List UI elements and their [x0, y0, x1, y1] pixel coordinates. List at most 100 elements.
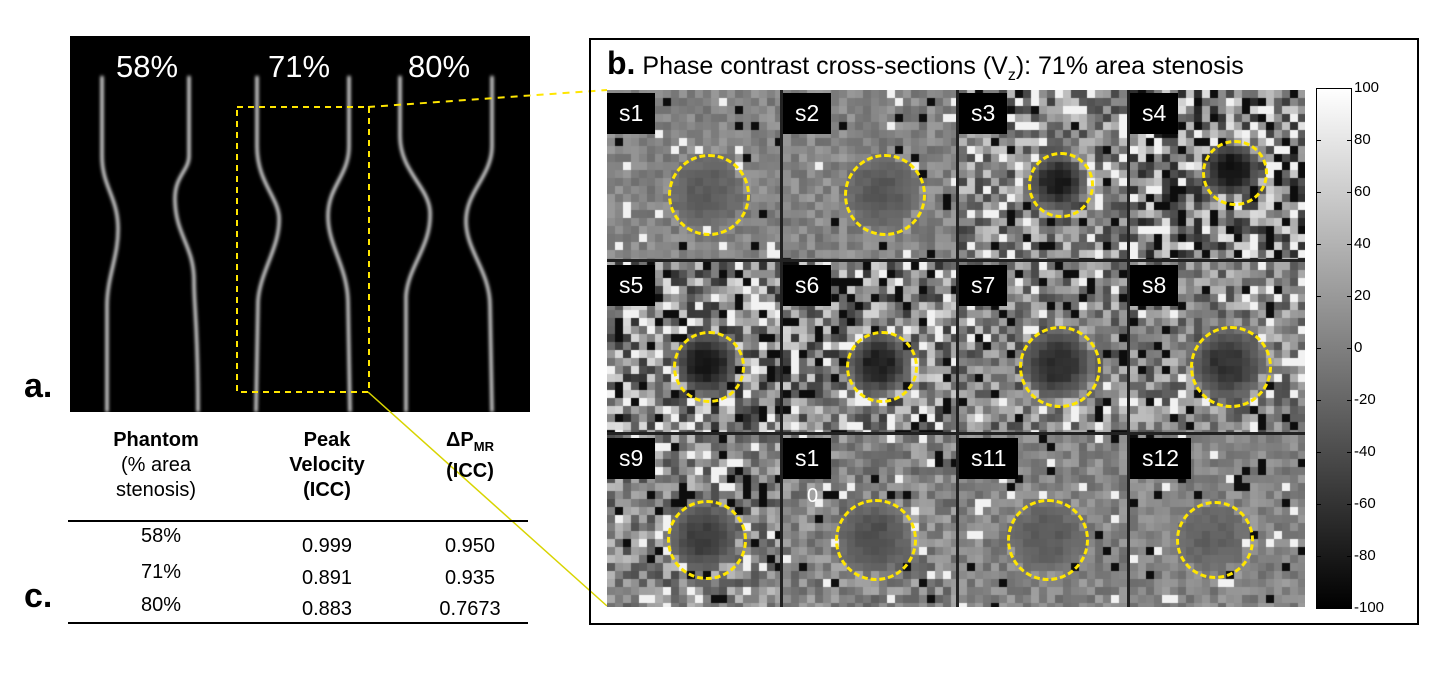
colorbar-tick: [1347, 296, 1352, 297]
panel-c-letter: c.: [24, 577, 53, 615]
cross-section-cell: s9: [607, 435, 780, 607]
colorbar-label: 0: [1354, 339, 1363, 356]
colorbar-tick: [1347, 140, 1352, 141]
slice-label: s12: [1130, 438, 1192, 479]
slice-label: s6: [783, 265, 832, 306]
roi-circle: [1176, 501, 1254, 579]
phantom-71-walls: [254, 76, 352, 412]
cell-phantom: 80%: [140, 594, 182, 616]
colorbar-tick: [1347, 608, 1352, 609]
roi-circle: [844, 154, 926, 236]
cross-section-grid: s1 s2 s3 s4 s5 s6 s7 s8 s9 s1 0 s11 s12: [607, 90, 1305, 607]
colorbar-tick: [1316, 452, 1321, 453]
cross-section-cell: s11: [959, 435, 1127, 607]
colorbar-label: -80: [1354, 547, 1376, 564]
cross-section-cell: s3: [959, 90, 1127, 259]
colorbar-tick: [1316, 296, 1321, 297]
roi-circle: [835, 499, 917, 581]
header-phantom: Phantom (% area stenosis): [113, 429, 199, 501]
roi-circle: [1007, 499, 1089, 581]
colorbar-tick: [1316, 348, 1321, 349]
panel-b-frame: [589, 38, 1419, 625]
phantom-80-walls: [398, 76, 494, 412]
colorbar-tick: [1316, 192, 1321, 193]
colorbar-tick: [1316, 556, 1321, 557]
colorbar-tick: [1316, 88, 1321, 89]
phantom-label-58: 58%: [116, 49, 179, 84]
cell-dp: 0.7673: [439, 598, 501, 620]
slice-label: s1: [607, 93, 656, 134]
roi-circle: [667, 500, 747, 580]
panel-b-title: b. Phase contrast cross-sections (Vz): 7…: [607, 45, 1244, 84]
cross-section-cell: s6: [783, 262, 956, 432]
slice-label: s1 0: [783, 438, 832, 507]
colorbar-tick: [1347, 244, 1352, 245]
colorbar-label: -20: [1354, 391, 1376, 408]
colorbar-tick: [1316, 140, 1321, 141]
cell-peak: 0.883: [301, 598, 353, 620]
cell-peak: 0.999: [301, 535, 353, 557]
cross-section-cell: s1 0: [783, 435, 956, 607]
roi-circle: [1019, 326, 1101, 408]
colorbar-label: 20: [1354, 287, 1371, 304]
selection-box: [236, 106, 370, 393]
cross-section-cell: s7: [959, 262, 1127, 432]
colorbar-tick: [1347, 504, 1352, 505]
header-delta-p-mr: ΔPMR (ICC): [446, 429, 494, 482]
panel-b-letter: b.: [607, 45, 636, 81]
phantom-vessels-drawing: [100, 76, 494, 412]
roi-circle: [1202, 140, 1268, 206]
cross-section-cell: s8: [1130, 262, 1305, 432]
header-peak-velocity: Peak Velocity (ICC): [289, 429, 365, 501]
phantom-label-80: 80%: [408, 49, 471, 84]
cross-section-cell: s12: [1130, 435, 1305, 607]
slice-label: s2: [783, 93, 832, 134]
roi-circle: [673, 331, 745, 403]
roi-circle: [668, 154, 750, 236]
colorbar-tick: [1316, 244, 1321, 245]
cell-dp: 0.935: [444, 567, 496, 589]
panel-a-letter: a.: [24, 367, 53, 405]
roi-circle: [846, 331, 918, 403]
colorbar-tick: [1316, 608, 1321, 609]
colorbar-tick: [1347, 556, 1352, 557]
slice-label: s11: [959, 438, 1019, 479]
cell-phantom: 71%: [140, 561, 182, 583]
cross-section-cell: s5: [607, 262, 780, 432]
colorbar-label: 40: [1354, 235, 1371, 252]
cell-phantom: 58%: [140, 525, 182, 547]
colorbar-tick: [1316, 400, 1321, 401]
colorbar-label: 100: [1354, 79, 1380, 96]
slice-label: s5: [607, 265, 656, 306]
colorbar-label: -60: [1354, 495, 1376, 512]
slice-label-continuation: 0: [807, 485, 819, 507]
slice-label: s9: [607, 438, 656, 479]
colorbar-tick: [1347, 88, 1352, 89]
slice-label: s4: [1130, 93, 1179, 134]
slice-label: s8: [1130, 265, 1179, 306]
colorbar-label: 80: [1354, 131, 1371, 148]
colorbar-tick: [1347, 348, 1352, 349]
roi-circle: [1028, 152, 1094, 218]
cell-peak: 0.891: [301, 567, 353, 589]
cell-dp: 0.950: [444, 535, 496, 557]
slice-label: s7: [959, 265, 1008, 306]
phantom-label-71: 71%: [268, 49, 331, 84]
cross-section-cell: s4: [1130, 90, 1305, 259]
phantom-angiogram-image: 58% 71% 80%: [70, 36, 530, 412]
slice-label: s3: [959, 93, 1008, 134]
colorbar-tick: [1316, 504, 1321, 505]
colorbar-tick: [1347, 192, 1352, 193]
phantom-58-walls: [100, 76, 200, 412]
cross-section-cell: s2: [783, 90, 956, 259]
roi-circle: [1190, 326, 1272, 408]
colorbar-label: 60: [1354, 183, 1371, 200]
table-rule-middle: [68, 520, 528, 522]
cross-section-cell: s1: [607, 90, 780, 259]
colorbar-label: -100: [1354, 599, 1385, 616]
colorbar-tick: [1347, 452, 1352, 453]
colorbar-tick: [1347, 400, 1352, 401]
colorbar-label: -40: [1354, 443, 1376, 460]
table-rule-bottom: [68, 622, 528, 624]
